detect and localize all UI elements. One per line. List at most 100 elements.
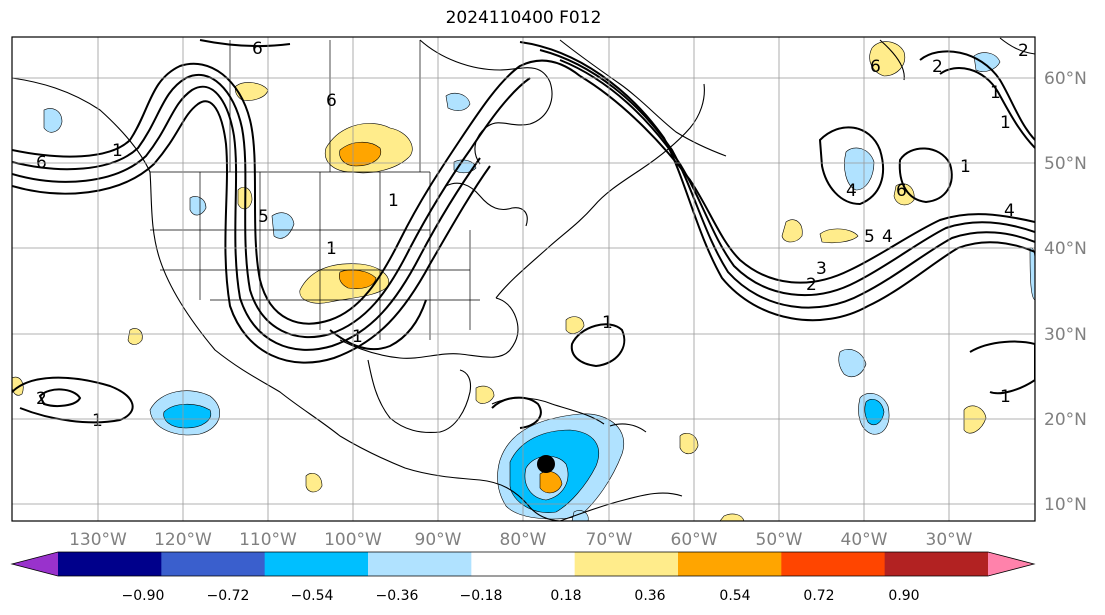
contour-label: 3 (816, 259, 827, 279)
negative-area (571, 510, 589, 521)
contour-label: 6 (870, 57, 881, 77)
lat-label: 20°N (1044, 410, 1087, 430)
contour-label: 1 (388, 191, 399, 211)
contour-label: 4 (846, 181, 857, 201)
lon-label: 110°W (239, 530, 297, 550)
contour-line (38, 388, 82, 407)
contour-label: 2 (36, 389, 47, 409)
lon-label: 30°W (926, 530, 973, 550)
colorbar-tick-label: 0.54 (719, 588, 750, 604)
positive-area (338, 269, 377, 289)
contour-label: 6 (896, 181, 907, 201)
gulf-coast (339, 297, 519, 359)
greenland (879, 39, 905, 81)
negative-area (445, 92, 471, 111)
colorbar-tick-label: 0.72 (803, 588, 834, 604)
positive-area (819, 228, 859, 244)
colorbar-tick-labels: −0.90 −0.72 −0.54 −0.36 −0.18 0.18 0.36 … (122, 588, 920, 604)
colorbar-segment (884, 552, 989, 576)
colorbar-tick-label: −0.72 (207, 588, 250, 604)
contour-line (519, 41, 1035, 322)
positive-area (475, 385, 495, 404)
positive-area (339, 141, 382, 167)
contour-lines (12, 39, 1035, 429)
map-frame (11, 36, 1036, 522)
contour-line (570, 323, 626, 368)
colorbar-tick-label: −0.18 (460, 588, 503, 604)
contour-line (818, 126, 885, 206)
contour-line (539, 49, 1035, 309)
lat-label: 40°N (1044, 239, 1087, 259)
lat-label: 10°N (1044, 495, 1087, 515)
colorbar-segment (574, 552, 679, 576)
positive-area (565, 316, 585, 334)
lat-label: 50°N (1044, 154, 1087, 174)
contour-line (919, 50, 1035, 141)
contour-line (939, 67, 1035, 149)
positive-area (869, 41, 906, 77)
positive-area (305, 473, 323, 493)
shaded-fields (12, 41, 1035, 521)
contour-label: 2 (932, 57, 943, 77)
colorbar-tick-label: −0.36 (376, 588, 419, 604)
positive-area (719, 513, 745, 521)
contour-label: 1 (92, 411, 103, 431)
latitude-labels: 60°N 50°N 40°N 30°N 20°N 10°N (1044, 69, 1087, 515)
contour-label: 2 (1018, 41, 1029, 61)
map-title: 2024110400 F012 (445, 8, 602, 28)
negative-area (189, 196, 207, 216)
contour-line (329, 299, 427, 351)
contour-line (12, 73, 531, 339)
colorbar-tick-label: 0.18 (550, 588, 581, 604)
south-america (559, 492, 683, 521)
coastlines (12, 37, 1035, 521)
lon-label: 100°W (324, 530, 382, 550)
negative-area (838, 349, 867, 377)
negative-area (864, 399, 885, 425)
contour-line (12, 85, 481, 351)
contour-label: 6 (252, 39, 263, 59)
negative-area (844, 147, 875, 191)
negative-area (1029, 247, 1035, 301)
longitude-labels: 130°W 120°W 110°W 100°W 90°W 80°W 70°W 6… (69, 530, 973, 550)
negative-area (453, 159, 477, 174)
lon-label: 50°W (756, 530, 803, 550)
contour-label: 4 (1004, 201, 1015, 221)
contour-line (12, 100, 491, 364)
positive-area (893, 183, 915, 206)
lat-label: 30°N (1044, 325, 1087, 345)
positive-area (127, 328, 143, 345)
north-america-west-coast (12, 77, 561, 521)
lon-label: 70°W (586, 530, 633, 550)
positive-area (781, 219, 803, 243)
contour-label: 5 (258, 207, 269, 227)
colorbar-extend-high (988, 552, 1034, 576)
contour-label: 1 (602, 313, 613, 333)
contour-label: 5 (864, 227, 875, 247)
positive-area (963, 405, 987, 434)
colorbar-segment (264, 552, 369, 576)
contour-line (559, 59, 1035, 297)
lon-label: 130°W (69, 530, 127, 550)
positive-area (234, 82, 269, 101)
storm-center-marker (537, 455, 555, 473)
lon-label: 80°W (500, 530, 547, 550)
contour-label: 2 (806, 275, 817, 295)
mexico-yucatan (367, 359, 472, 434)
contour-label: 1 (352, 327, 363, 347)
political-borders (150, 40, 480, 340)
contour-line (199, 39, 291, 48)
lon-label: 90°W (415, 530, 462, 550)
lat-label: 60°N (1044, 69, 1087, 89)
colorbar-segment (781, 552, 886, 576)
colorbar-tick-label: 0.90 (888, 588, 919, 604)
contour-line (969, 340, 1035, 395)
colorbar-segment (678, 552, 782, 576)
colorbar-segment (58, 552, 162, 576)
labrador (559, 39, 727, 157)
great-lakes (445, 182, 528, 227)
east-coast (495, 83, 705, 299)
contour-line (12, 59, 581, 325)
colorbar-extend-low (12, 552, 58, 576)
